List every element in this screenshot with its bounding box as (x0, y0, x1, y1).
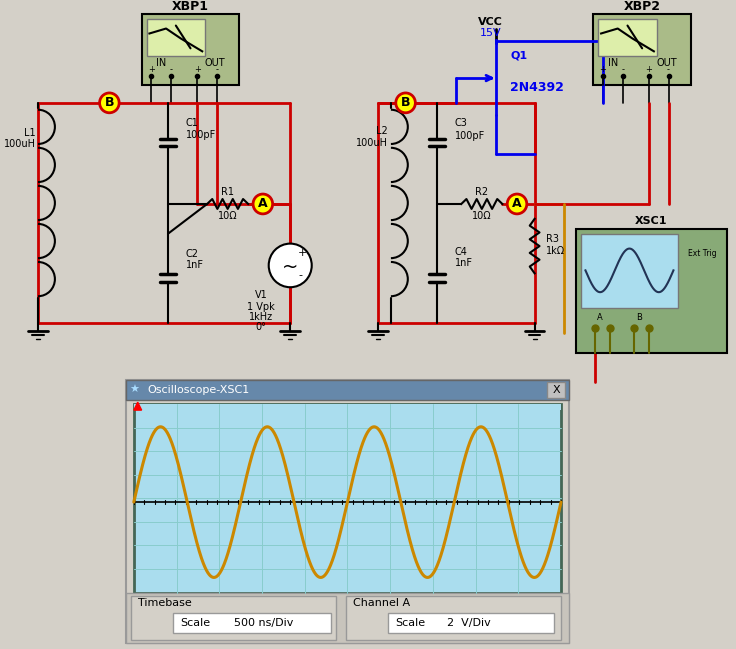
Text: 100uH: 100uH (4, 140, 36, 149)
Bar (126, 380, 569, 643)
Text: IN: IN (608, 58, 618, 68)
Text: +: + (645, 65, 652, 74)
Text: +: + (148, 65, 155, 74)
Text: OUT: OUT (657, 58, 677, 68)
Text: 500 ns/Div: 500 ns/Div (233, 618, 293, 628)
Text: 100pF: 100pF (454, 130, 485, 141)
Text: Scale: Scale (180, 618, 210, 628)
Bar (134, 404, 561, 593)
Circle shape (99, 93, 119, 113)
Bar (598, 19, 657, 56)
Text: ★: ★ (129, 386, 139, 395)
Bar (134, 404, 561, 410)
Text: 100pF: 100pF (185, 130, 216, 140)
Bar (346, 596, 561, 640)
Text: V1: V1 (255, 290, 267, 300)
Text: C4: C4 (454, 247, 467, 256)
Text: L1: L1 (24, 128, 36, 138)
Text: XSC1: XSC1 (634, 216, 668, 226)
Text: B: B (401, 96, 411, 110)
Text: 1nF: 1nF (454, 258, 473, 269)
Text: 2N4392: 2N4392 (510, 82, 564, 95)
Text: +: + (600, 65, 606, 74)
Text: +: + (194, 65, 201, 74)
Bar (126, 380, 569, 400)
Text: 10Ω: 10Ω (472, 211, 492, 221)
Text: L2: L2 (376, 126, 388, 136)
Bar (173, 613, 331, 633)
Bar (548, 382, 565, 398)
Text: C2: C2 (185, 249, 199, 258)
Circle shape (507, 194, 527, 214)
Text: ~: ~ (282, 258, 298, 277)
Text: -: - (169, 65, 172, 74)
Text: XBP2: XBP2 (623, 0, 661, 13)
Text: OUT: OUT (205, 58, 225, 68)
Text: 100uH: 100uH (356, 138, 388, 147)
Text: -: - (216, 65, 219, 74)
Text: 1nF: 1nF (185, 260, 204, 271)
Text: X: X (552, 386, 560, 395)
Text: -: - (621, 65, 624, 74)
Text: 15V: 15V (480, 29, 501, 38)
Text: R3: R3 (546, 234, 559, 243)
Text: -: - (667, 65, 670, 74)
Text: R1: R1 (221, 187, 234, 197)
Text: 0°: 0° (255, 322, 266, 332)
Text: 10Ω: 10Ω (218, 211, 238, 221)
Text: Scale: Scale (394, 618, 425, 628)
Bar (131, 596, 336, 640)
Text: IN: IN (156, 58, 166, 68)
Text: Channel A: Channel A (353, 598, 410, 608)
Text: Ext Trig: Ext Trig (688, 249, 717, 258)
Text: A: A (258, 197, 268, 210)
Bar (581, 234, 679, 308)
Circle shape (253, 194, 272, 214)
Text: Timebase: Timebase (138, 598, 191, 608)
Polygon shape (134, 402, 141, 410)
Bar (126, 593, 569, 643)
Text: 2  V/Div: 2 V/Div (447, 618, 490, 628)
Text: A: A (597, 313, 603, 323)
Text: 1kΩ: 1kΩ (546, 245, 565, 256)
Text: B: B (105, 96, 114, 110)
Bar (593, 14, 691, 85)
Text: B: B (637, 313, 642, 323)
Text: Oscilloscope-XSC1: Oscilloscope-XSC1 (147, 386, 250, 395)
Bar (141, 14, 239, 85)
Text: C3: C3 (454, 117, 467, 128)
Circle shape (269, 243, 312, 288)
Text: -: - (298, 271, 302, 280)
Bar (576, 228, 727, 352)
Text: C1: C1 (185, 117, 199, 128)
Circle shape (396, 93, 415, 113)
Bar (388, 613, 554, 633)
Text: 1kHz: 1kHz (249, 312, 273, 322)
Text: +: + (298, 247, 308, 258)
Text: 1 Vpk: 1 Vpk (247, 302, 275, 312)
Text: Q1: Q1 (510, 50, 527, 60)
Bar (146, 19, 205, 56)
Text: XBP1: XBP1 (172, 0, 209, 13)
Text: R2: R2 (475, 187, 489, 197)
Text: A: A (512, 197, 522, 210)
Text: VCC: VCC (478, 17, 503, 27)
